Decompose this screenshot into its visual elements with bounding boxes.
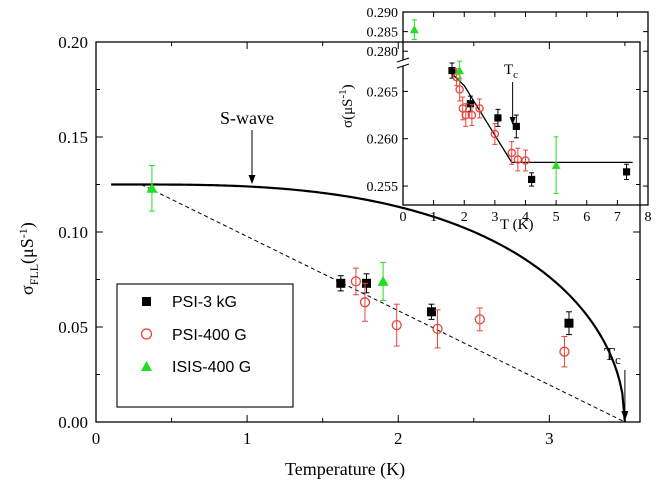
inset-x-tick-label: 5 bbox=[553, 210, 560, 225]
inset-x-tick-label: 7 bbox=[614, 210, 621, 225]
y-tick-label: 0.00 bbox=[58, 413, 88, 432]
inset-y-tick-label: 0.280 bbox=[367, 45, 399, 60]
y-axis-label: σFLL(μS-1) bbox=[16, 222, 41, 295]
legend-label-psi-3kg: PSI-3 kG bbox=[172, 294, 237, 311]
inset-y-tick-label: 0.290 bbox=[367, 6, 399, 21]
legend-marker-square bbox=[142, 297, 151, 306]
inset-fit-line bbox=[448, 70, 633, 164]
legend-entry-psi-400g: PSI-400 G bbox=[140, 327, 247, 344]
legend-entry-isis-400g: ISIS-400 G bbox=[141, 359, 251, 376]
y-axis-label-unit-post: ) bbox=[17, 222, 38, 228]
legend-label-isis-400g: ISIS-400 G bbox=[172, 359, 251, 376]
inset-plot: 0 1 2 3 4 5 6 7 8 0.255 0.260 0.265 0.280 0.285 0.290 bbox=[367, 6, 652, 225]
x-tick-label: 0 bbox=[92, 429, 101, 448]
y-tick-label: 0.05 bbox=[58, 318, 88, 337]
tc-label-main: Tc bbox=[604, 344, 621, 367]
y-tick-label: 0.15 bbox=[58, 128, 88, 147]
tc-label-main-sub: c bbox=[615, 352, 621, 367]
inset-x-tick-label: 3 bbox=[491, 210, 498, 225]
data-point-triangle bbox=[146, 182, 158, 193]
inset-y-axis-label-post: ) bbox=[340, 84, 356, 89]
data-point-circle bbox=[359, 297, 371, 308]
axis-break-mark bbox=[396, 57, 410, 63]
x-axis-label: Temperature (K) bbox=[285, 459, 405, 480]
inset-data-point-square bbox=[448, 66, 456, 75]
inset-x-tick-label: 4 bbox=[522, 210, 529, 225]
inset-y-tick-label: 0.285 bbox=[367, 26, 399, 41]
legend: PSI-3 kG PSI-400 G ISIS-400 G bbox=[116, 283, 294, 408]
swave-label: S-wave bbox=[220, 108, 274, 128]
inset-data-point-circle bbox=[521, 156, 530, 165]
legend-marker-triangle bbox=[141, 361, 152, 371]
x-tick-label: 2 bbox=[394, 429, 403, 448]
axis-break-gap bbox=[397, 60, 409, 66]
tc-label-inset-sub: c bbox=[513, 69, 518, 81]
inset-x-tick-label: 1 bbox=[430, 210, 437, 225]
data-point-circle bbox=[432, 323, 443, 335]
inset-x-tick-label: 8 bbox=[645, 210, 652, 225]
inset-data-point-circle bbox=[490, 129, 500, 139]
data-point-triangle bbox=[377, 275, 389, 286]
inset-y-axis-label-base: σ(μS bbox=[340, 99, 356, 128]
inset-x-tick-label: 0 bbox=[400, 210, 407, 225]
swave-fit-curve bbox=[111, 183, 626, 423]
y-axis-label-sub: FLL bbox=[27, 264, 41, 285]
inset-y-axis-label-sup: -1 bbox=[337, 89, 349, 98]
x-tick-label: 1 bbox=[243, 429, 252, 448]
inset-x-tick-label: 6 bbox=[583, 210, 590, 225]
tc-label-inset: Tc bbox=[504, 62, 518, 81]
axis-break-mark bbox=[396, 63, 410, 69]
data-point-circle bbox=[559, 346, 570, 357]
inset-data-point-square bbox=[494, 114, 502, 122]
data-point-square bbox=[426, 307, 436, 317]
tc-label-inset-base: T bbox=[504, 62, 513, 78]
tc-label-main-base: T bbox=[604, 344, 615, 364]
data-point-square bbox=[564, 318, 574, 328]
inset-tc-arrow-head bbox=[509, 117, 516, 125]
inset-data-point-square bbox=[466, 100, 474, 108]
main-plot: 0 1 2 3 0.00 0.05 0.10 0.15 0.20 bbox=[58, 33, 641, 448]
legend-entry-psi-3kg: PSI-3 kG bbox=[142, 294, 237, 311]
x-tick-label: 3 bbox=[545, 429, 554, 448]
y-tick-label: 0.10 bbox=[58, 223, 88, 242]
inset-data-point-triangle bbox=[409, 25, 419, 34]
tc-arrow-head bbox=[621, 411, 629, 421]
inset-data-point-triangle bbox=[551, 160, 561, 169]
data-point-circle bbox=[391, 319, 402, 331]
inset-data-point-circle bbox=[507, 148, 516, 158]
inset-data-point-circle bbox=[467, 110, 477, 120]
inset-data-point-circle bbox=[461, 110, 471, 120]
inset-axes-frame bbox=[402, 11, 649, 206]
inset-y-tick-label: 0.265 bbox=[367, 85, 399, 100]
inset-data-point-square bbox=[512, 122, 520, 131]
inset-x-axis-label: T (K) bbox=[500, 217, 533, 233]
inset-data-point-square bbox=[528, 175, 536, 184]
y-axis-label-unit: (μS bbox=[17, 238, 38, 264]
inset-x-tick-label: 2 bbox=[461, 210, 468, 225]
data-point-circle bbox=[474, 314, 485, 325]
y-axis-label-unit-sup: -1 bbox=[16, 228, 30, 238]
y-axis-label-base: σ bbox=[17, 285, 37, 295]
inset-y-tick-label: 0.260 bbox=[367, 133, 399, 148]
legend-label-psi-400g: PSI-400 G bbox=[172, 327, 247, 344]
legend-marker-circle bbox=[140, 328, 153, 340]
inset-y-axis-label: σ(μS-1) bbox=[337, 84, 356, 128]
inset-data-point-square bbox=[622, 168, 631, 176]
inset-data-point-circle bbox=[455, 85, 464, 94]
y-tick-label: 0.20 bbox=[58, 33, 88, 52]
inset-y-tick-label: 0.255 bbox=[367, 180, 399, 195]
inset-data-point-triangle bbox=[455, 66, 465, 75]
data-point-circle bbox=[350, 276, 362, 287]
swave-arrow-head bbox=[248, 175, 256, 184]
inset-data-point-circle bbox=[458, 104, 467, 113]
linear-fit-line bbox=[141, 184, 626, 423]
data-point-square bbox=[336, 278, 346, 288]
inset-data-point-circle bbox=[475, 104, 484, 113]
